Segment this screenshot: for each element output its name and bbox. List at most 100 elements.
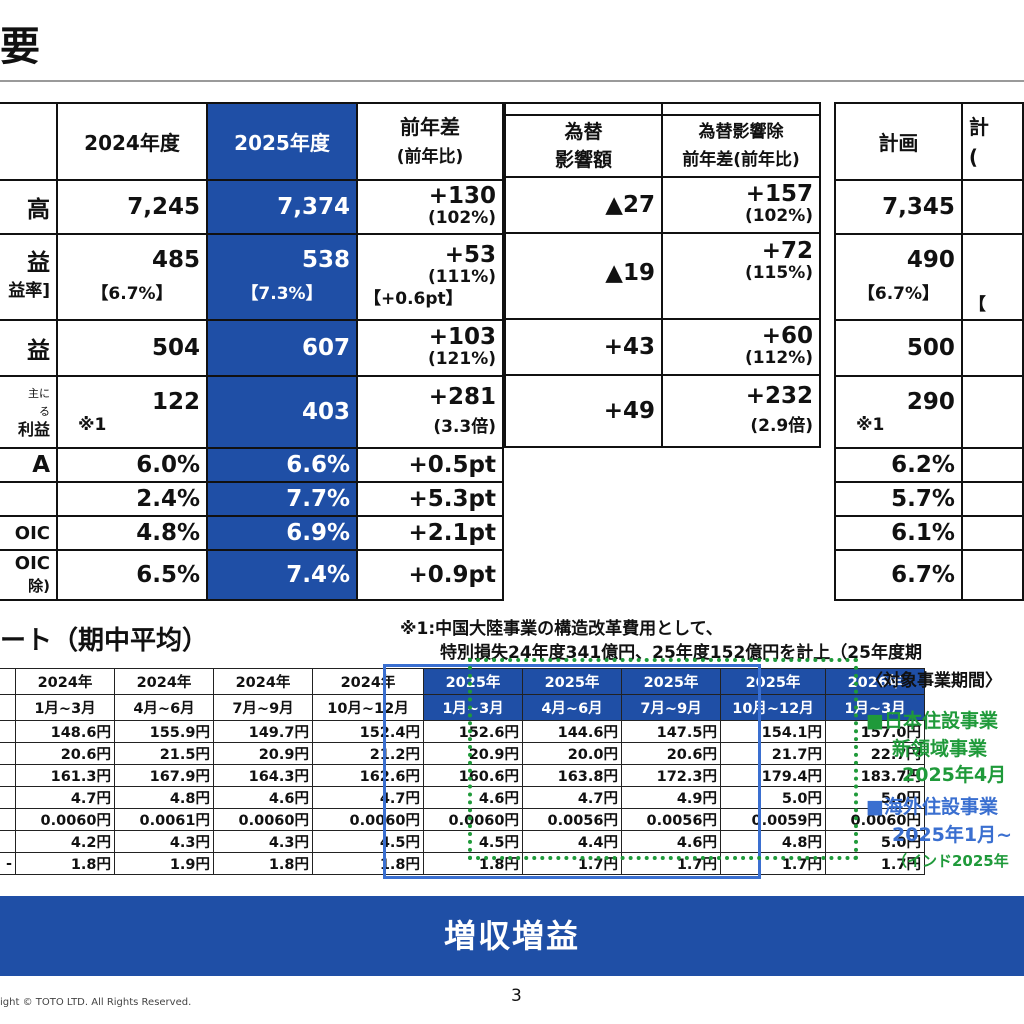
rate-cell: 1.9円 [114,852,214,875]
rate-cell: 1.8円 [15,852,115,875]
plan-header: 計画 [834,102,963,181]
plan-cell: 490 【6.7%】 [834,233,963,321]
cell: +281 (3.3倍) [356,375,504,449]
header-2025: 2025年度 [206,102,358,181]
table-row: 20.6円 21.5円 20.9円 21.2円 20.9円 20.0円 20.6円 21.7円… [0,742,925,765]
fx-excl-cell: +157 (102%) [661,176,821,234]
table-row: 0.0060円 0.0061円 0.0060円 0.0060円 0.0060円 0.005… [0,808,925,831]
rate-header-year: 2025年 [720,668,826,695]
plan-cell [960,375,1024,449]
plan-cell: 290 ※1 [834,375,963,449]
highlight-box-green [468,658,858,860]
rate-cell: 20.6円 [621,742,721,765]
cell: 7.4% [206,549,358,601]
rate-cell: 172.3円 [621,764,721,787]
corner-cell [0,102,58,181]
plan-cell: 6.1% [834,515,963,551]
page-number: 3 [511,986,522,1006]
cell: +0.9pt [356,549,504,601]
fx-cell: ▲19 [504,232,663,320]
fx-spacer [661,102,821,115]
cell: 7,374 [206,179,358,235]
rate-row-label [0,720,16,743]
rate-header-period: 10月~12月 [720,694,826,721]
rate-row-label [0,808,16,831]
fx-excl-cell: +60 (112%) [661,318,821,376]
rate-cell: 21.5円 [114,742,214,765]
rate-cell: 4.3円 [213,830,313,853]
footnote-line-1: ※1:中国大陸事業の構造改革費用として、 [400,619,723,639]
rate-cell: 149.7円 [213,720,313,743]
rate-header-period: 1月~3月 [825,694,925,721]
rate-cell: 22.7円 [825,742,925,765]
rate-cell: 0.0061円 [114,808,214,831]
rate-header-year: 2025年 [621,668,721,695]
header-diff: 前年差 (前年比) [356,102,504,181]
rate-cell: 155.9円 [114,720,214,743]
cell: 6.6% [206,447,358,483]
rate-header-year: 2025年 [423,668,523,695]
cell: 7.7% [206,481,358,517]
fx-cell: ▲27 [504,176,663,234]
rate-header-period: 4月~6月 [114,694,214,721]
rate-row-label [0,786,16,809]
cell: +5.3pt [356,481,504,517]
cell: 122 ※1 [56,375,208,449]
exchange-rate-table: 2024年 2024年 2024年 2024年 2025年 2025年 2025年 2025年… [0,668,925,875]
row-label: 高 [0,179,58,235]
rate-cell: 154.1円 [720,720,826,743]
rate-cell: 0.0060円 [15,808,115,831]
rate-cell: 0.0060円 [825,808,925,831]
plan-cell: 7,345 [834,179,963,235]
rate-header-year: 2025年 [522,668,622,695]
rate-cell: 0.0056円 [522,808,622,831]
cell: 403 [206,375,358,449]
fx-excl-cell: +232 (2.9倍) [661,374,821,448]
rate-header-year: 2024年 [114,668,214,695]
cell: 485 【6.7%】 [56,233,208,321]
overseas-period: 2025年1月~ [892,824,1013,846]
rate-header-period: 1月~3月 [15,694,115,721]
fx-excl-cell: +72 (115%) [661,232,821,320]
rate-header-period: 1月~3月 [423,694,523,721]
cell: 504 [56,319,208,377]
rate-cell: 4.3円 [114,830,214,853]
cell: 6.5% [56,549,208,601]
plan-cell [960,179,1024,235]
rate-cell: 4.6円 [213,786,313,809]
rate-cell: 144.6円 [522,720,622,743]
rate-cell: 4.2円 [15,830,115,853]
rate-cell: 20.0円 [522,742,622,765]
rate-cell: 0.0060円 [213,808,313,831]
india-note: （インド2025年 [892,852,1009,870]
cell: +103 (121%) [356,319,504,377]
plan-cell [960,515,1024,551]
rate-header-period: 4月~6月 [522,694,622,721]
table-row: 161.3円 167.9円 164.3円 162.6円 160.6円 163.8円 172.… [0,764,925,787]
rate-cell: 161.3円 [15,764,115,787]
row-label [0,481,58,517]
rate-cell: 4.6円 [621,830,721,853]
plan-cell: 6.7% [834,549,963,601]
rate-cell: 4.5円 [423,830,523,853]
rate-cell: 164.3円 [213,764,313,787]
fx-excl-header: 為替影響除 前年差(前年比) [661,114,821,178]
plan-cell [960,319,1024,377]
cell: +130 (102%) [356,179,504,235]
plan-cell [960,549,1024,601]
japan-period: 2025年4月 [902,764,1007,786]
rate-row-label [0,742,16,765]
plan-cell [960,447,1024,483]
cell: 6.0% [56,447,208,483]
row-label: OIC 除) [0,549,58,601]
rate-cell: 1.8円 [213,852,313,875]
page-title: 要 [0,24,41,70]
rate-cell: 5.0円 [825,830,925,853]
row-label: 益益率] [0,233,58,321]
plan-cell: 【 [960,233,1024,321]
cell: +53 (111%) 【+0.6pt】 [356,233,504,321]
rate-cell: 183.7円 [825,764,925,787]
rate-cell: 162.6円 [312,764,424,787]
rate-cell: 20.9円 [423,742,523,765]
rate-section-title: ート（期中平均） [0,626,209,656]
